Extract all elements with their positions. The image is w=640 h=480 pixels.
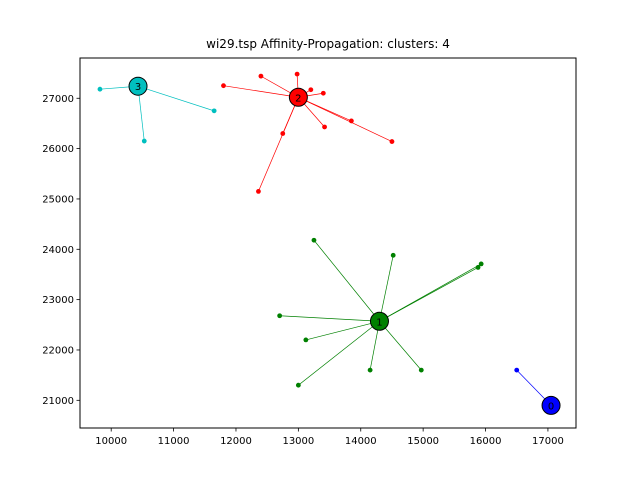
data-point [514,367,520,373]
x-tick-label: 11000 [158,436,190,447]
data-point [475,265,481,270]
data-point [295,382,301,388]
y-tick-label: 22000 [42,345,74,356]
link-line [223,85,299,98]
cluster-center-marker [369,311,389,331]
chart-title: wi29.tsp Affinity-Propagation: clusters:… [206,37,450,51]
cluster-label: 2 [295,93,301,104]
data-point [256,189,261,194]
x-tick-label: 12000 [220,436,252,447]
x-tick-label: 15000 [407,436,439,447]
x-tick-label: 14000 [345,436,377,447]
data-point [294,71,300,77]
data-point [211,108,217,114]
cluster-center-marker [541,395,561,415]
y-tick-label: 25000 [42,194,74,205]
cluster-label: 0 [548,401,554,412]
data-point [390,252,396,258]
y-tick-label: 26000 [42,144,74,155]
link-line [298,321,380,386]
link-line [305,320,380,341]
data-point [418,367,424,373]
x-tick-label: 13000 [282,436,314,447]
cluster-label: 1 [376,317,382,328]
x-tick-label: 16000 [470,436,502,447]
data-point [308,87,314,93]
y-tick-label: 23000 [42,295,74,306]
link-line [379,255,394,322]
data-points [97,71,520,388]
y-tick-label: 27000 [42,94,74,105]
data-point [322,124,327,130]
data-point [141,138,147,144]
x-tick-label: 10000 [95,436,127,447]
data-point [221,83,226,89]
link-line [379,321,422,371]
data-point [320,90,326,96]
cluster-center-marker [288,87,308,107]
data-point [280,131,286,136]
data-point [367,367,373,373]
cluster-label: 3 [135,82,141,93]
data-point [303,337,309,343]
data-point [258,73,264,79]
data-point [348,118,354,124]
y-tick-label: 21000 [42,396,74,407]
link-line [379,267,479,322]
data-point [97,86,103,92]
link-line [313,240,380,322]
data-point [478,261,484,267]
link-line [279,315,380,322]
cluster-center-marker [128,76,148,96]
x-tick-label: 17000 [532,436,564,447]
plot-frame [79,57,577,429]
link-line [258,97,299,192]
link-line [137,85,215,112]
cluster-centers: 0 1 2 3 [128,76,561,415]
cluster-links [99,74,552,406]
data-point [389,139,395,144]
link-line [298,96,393,142]
y-tick-label: 24000 [42,245,74,256]
data-point [311,237,317,243]
y-axis: 21000 22000 23000 24000 25000 26000 27000 [42,94,80,407]
x-axis: 10000 11000 12000 13000 14000 15000 16000 17000 [95,428,564,447]
data-point [277,313,283,319]
